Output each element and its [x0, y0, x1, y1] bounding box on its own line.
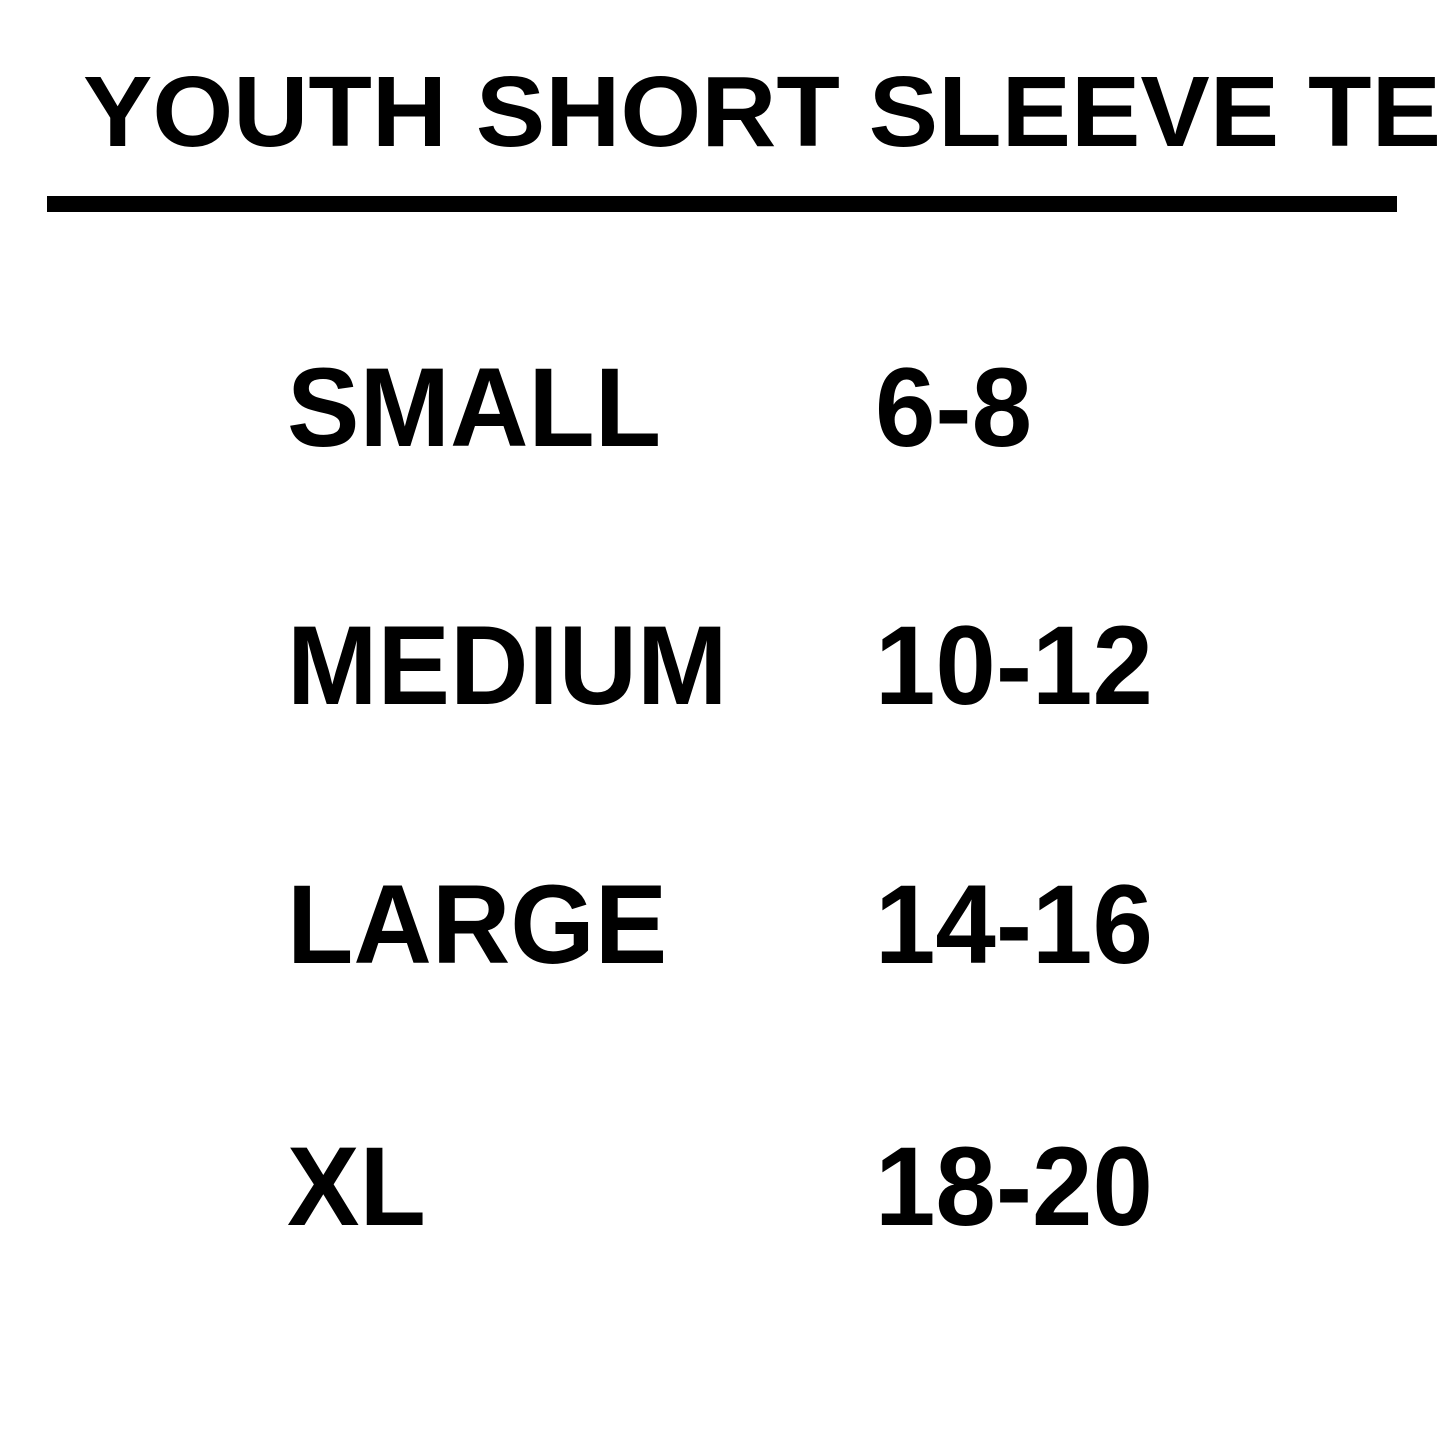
- page-title: YOUTH SHORT SLEEVE TEES: [83, 56, 1445, 168]
- age-range-value: 10-12: [875, 603, 1153, 728]
- age-range-value: 14-16: [875, 862, 1153, 987]
- age-range-value: 6-8: [875, 345, 1033, 470]
- table-row: XL 18-20: [0, 1131, 1445, 1243]
- table-row: LARGE 14-16: [0, 869, 1445, 981]
- size-label: SMALL: [287, 345, 662, 470]
- age-range-value: 18-20: [875, 1124, 1153, 1249]
- table-row: SMALL 6-8: [0, 352, 1445, 464]
- size-label: MEDIUM: [287, 603, 728, 728]
- size-label: XL: [287, 1124, 426, 1249]
- table-row: MEDIUM 10-12: [0, 610, 1445, 722]
- size-label: LARGE: [287, 862, 668, 987]
- title-divider: [47, 196, 1397, 212]
